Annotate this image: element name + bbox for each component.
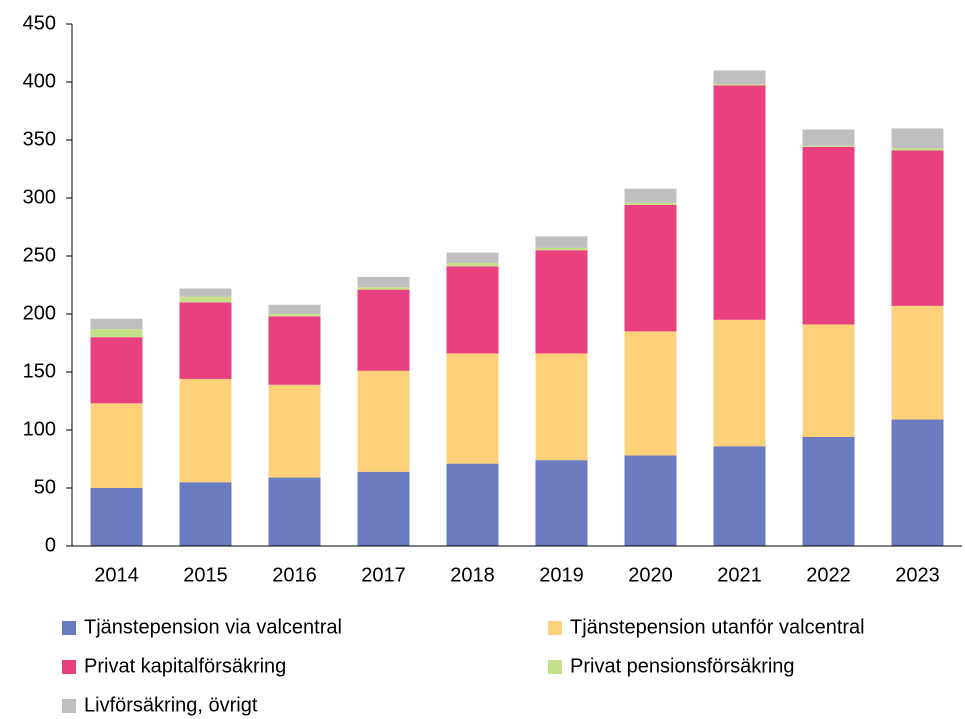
bar-segment	[713, 70, 766, 85]
y-tick-label: 400	[23, 70, 56, 92]
x-tick-label: 2019	[539, 564, 584, 586]
bar-segment	[90, 318, 143, 330]
bar-segment	[891, 305, 944, 420]
bar-segment	[535, 250, 588, 354]
x-tick-label: 2022	[806, 564, 851, 586]
bar-segment	[891, 150, 944, 306]
x-tick-label: 2021	[717, 564, 762, 586]
y-tick-label: 200	[23, 302, 56, 324]
bar-segment	[891, 128, 944, 149]
bar-segment	[891, 148, 944, 151]
bar-segment	[802, 129, 855, 146]
y-tick-label: 350	[23, 128, 56, 150]
bar-segment	[535, 236, 588, 248]
x-tick-label: 2020	[628, 564, 673, 586]
bar-segment	[446, 353, 499, 464]
bar-segment	[357, 471, 410, 546]
legend-label: Livförsäkring, övrigt	[84, 694, 258, 716]
bar-segment	[179, 288, 232, 297]
bar-segment	[713, 85, 766, 320]
bar-segment	[268, 384, 321, 478]
bar-segment	[179, 378, 232, 483]
bar-segment	[268, 316, 321, 385]
y-tick-label: 100	[23, 418, 56, 440]
bar-segment	[90, 403, 143, 488]
bar-segment	[713, 84, 766, 86]
y-tick-label: 150	[23, 360, 56, 382]
bar-segment	[535, 460, 588, 546]
bar-segment	[357, 289, 410, 371]
y-tick-label: 0	[45, 534, 56, 556]
bar-segment	[624, 455, 677, 546]
bar-segment	[179, 302, 232, 379]
bar-segment	[535, 353, 588, 461]
legend-swatch	[548, 621, 562, 635]
bar-segment	[624, 204, 677, 332]
bar-segment	[446, 262, 499, 267]
bar-segment	[802, 436, 855, 546]
bar-segment	[891, 419, 944, 546]
bar-segment	[713, 319, 766, 447]
bar-segment	[357, 370, 410, 472]
legend-swatch	[548, 660, 562, 674]
bar-segment	[179, 296, 232, 303]
bar-segment	[357, 287, 410, 290]
bar-segment	[179, 482, 232, 546]
legend-label: Tjänstepension via valcentral	[84, 616, 342, 638]
legend-swatch	[62, 621, 76, 635]
bar-segment	[802, 324, 855, 437]
x-tick-label: 2015	[183, 564, 228, 586]
bar-segment	[268, 314, 321, 317]
bar-segment	[802, 145, 855, 147]
x-tick-label: 2018	[450, 564, 495, 586]
bar-segment	[535, 247, 588, 251]
x-tick-label: 2023	[895, 564, 940, 586]
x-tick-label: 2016	[272, 564, 317, 586]
y-tick-label: 450	[23, 12, 56, 34]
bar-segment	[624, 331, 677, 456]
y-tick-label: 50	[34, 476, 56, 498]
bar-segment	[90, 337, 143, 404]
bar-segment	[268, 477, 321, 546]
legend-label: Privat pensionsförsäkring	[570, 655, 795, 677]
bar-segment	[446, 252, 499, 263]
y-tick-label: 300	[23, 186, 56, 208]
bar-segment	[802, 146, 855, 325]
bar-segment	[624, 202, 677, 205]
x-tick-label: 2017	[361, 564, 406, 586]
x-tick-label: 2014	[94, 564, 139, 586]
bar-segment	[624, 188, 677, 203]
bar-segment	[90, 488, 143, 546]
bar-segment	[90, 329, 143, 338]
legend-label: Privat kapitalförsäkring	[84, 655, 286, 677]
bar-segment	[446, 266, 499, 354]
legend-swatch	[62, 699, 76, 713]
bar-segment	[357, 276, 410, 288]
bar-segment	[268, 304, 321, 314]
bar-segment	[713, 446, 766, 546]
legend-swatch	[62, 660, 76, 674]
bar-segment	[446, 463, 499, 546]
y-tick-label: 250	[23, 244, 56, 266]
legend-label: Tjänstepension utanför valcentral	[570, 616, 865, 638]
